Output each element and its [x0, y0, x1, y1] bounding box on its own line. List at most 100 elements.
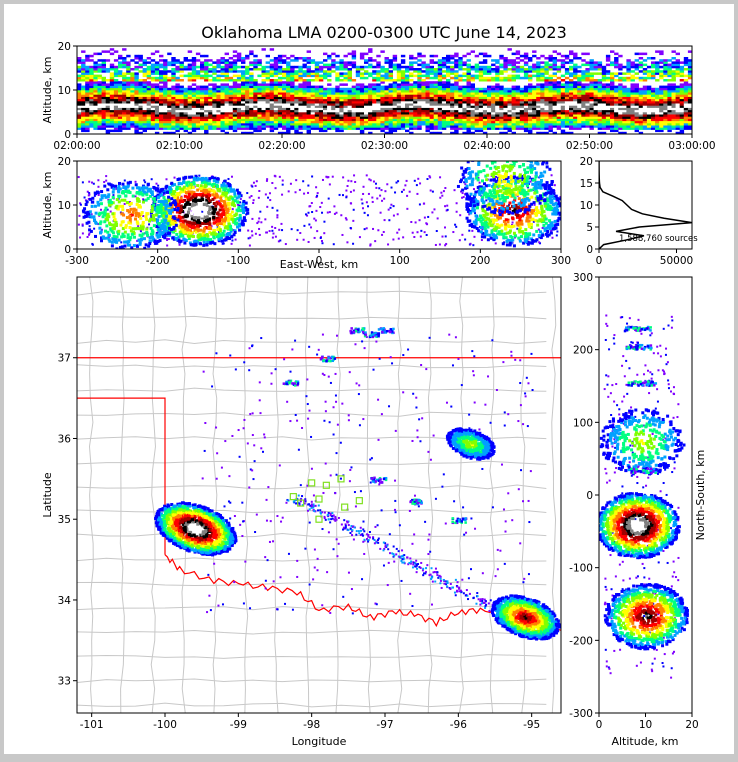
density-cell [109, 79, 115, 82]
density-cell [417, 90, 422, 93]
density-cell [573, 96, 578, 100]
density-cell [544, 96, 549, 100]
density-cell [241, 112, 246, 115]
density-cell [105, 94, 111, 97]
density-cell [491, 98, 496, 102]
density-cell [273, 114, 279, 117]
density-cell [224, 118, 229, 122]
density-cell [150, 70, 156, 73]
density-cell [204, 87, 209, 91]
density-cell [142, 123, 147, 126]
density-cell [327, 114, 332, 117]
density-cell [310, 87, 316, 91]
density-cell [577, 90, 582, 93]
density-cell [446, 125, 451, 128]
density-cell [282, 112, 287, 115]
density-cell [675, 96, 680, 100]
density-cell [523, 123, 529, 126]
source-point [392, 238, 395, 241]
density-cell [474, 125, 480, 128]
density-cell [437, 70, 443, 73]
density-cell [659, 127, 664, 130]
density-cell [585, 114, 590, 117]
density-cell [101, 81, 106, 84]
density-cell [585, 79, 590, 82]
density-cell [339, 103, 344, 106]
density-cell [167, 52, 172, 56]
density-cell [392, 90, 398, 93]
density-cell [400, 103, 406, 106]
density-cell [179, 94, 184, 97]
density-cell [581, 101, 586, 104]
density-cell [687, 90, 692, 93]
density-cell [335, 85, 340, 89]
density-cell [290, 83, 295, 86]
density-cell [183, 87, 188, 91]
density-cell [318, 127, 324, 130]
density-cell [265, 79, 270, 82]
density-cell [679, 61, 685, 64]
density-cell [122, 48, 127, 51]
density-cell [232, 74, 238, 78]
density-cell [413, 98, 418, 102]
density-cell [593, 101, 598, 104]
density-cell [536, 127, 541, 130]
density-cell [191, 79, 197, 82]
density-cell [552, 72, 557, 75]
density-cell [224, 59, 229, 62]
density-cell [364, 112, 369, 115]
density-cell [277, 65, 283, 69]
density-cell [536, 76, 541, 80]
density-cell [204, 103, 209, 106]
density-cell [388, 96, 393, 100]
density-cell [400, 116, 406, 119]
density-cell [421, 61, 426, 64]
density-cell [245, 68, 250, 71]
figure-title: Oklahoma LMA 0200-0300 UTC June 14, 2023 [201, 23, 567, 42]
source-point [309, 205, 312, 208]
density-cell [249, 61, 254, 64]
density-cell [331, 52, 336, 56]
density-cell [601, 127, 607, 130]
density-cell [77, 92, 82, 95]
density-cell [335, 129, 340, 133]
density-cell [560, 54, 566, 58]
source-point [144, 181, 147, 184]
density-cell [646, 85, 652, 89]
density-cell [462, 109, 467, 113]
source-point [247, 237, 250, 240]
density-cell [540, 76, 545, 80]
density-cell [446, 116, 451, 119]
density-cell [441, 127, 447, 130]
density-cell [282, 68, 287, 71]
density-cell [265, 61, 270, 64]
density-cell [314, 96, 320, 100]
density-cell [306, 72, 311, 75]
density-cell [593, 109, 598, 113]
density-cell [573, 81, 578, 84]
density-cell [257, 120, 262, 124]
density-cell [208, 114, 213, 117]
density-cell [212, 101, 217, 104]
density-cell [81, 105, 86, 108]
density-cell [347, 52, 352, 56]
density-cell [663, 118, 668, 122]
density-cell [433, 94, 439, 97]
density-cell [249, 94, 254, 97]
density-cell [208, 103, 213, 106]
density-cell [511, 90, 516, 93]
density-cell [466, 72, 471, 75]
density-cell [519, 116, 525, 119]
density-cell [286, 85, 291, 89]
density-cell [507, 114, 512, 117]
density-cell [212, 76, 217, 80]
density-cell [298, 116, 303, 119]
density-cell [265, 83, 270, 86]
density-cell [81, 116, 86, 119]
density-cell [601, 85, 607, 89]
density-cell [458, 101, 463, 104]
source-point [372, 227, 375, 230]
density-cell [507, 127, 512, 130]
density-cell [429, 114, 434, 117]
density-cell [200, 90, 205, 93]
